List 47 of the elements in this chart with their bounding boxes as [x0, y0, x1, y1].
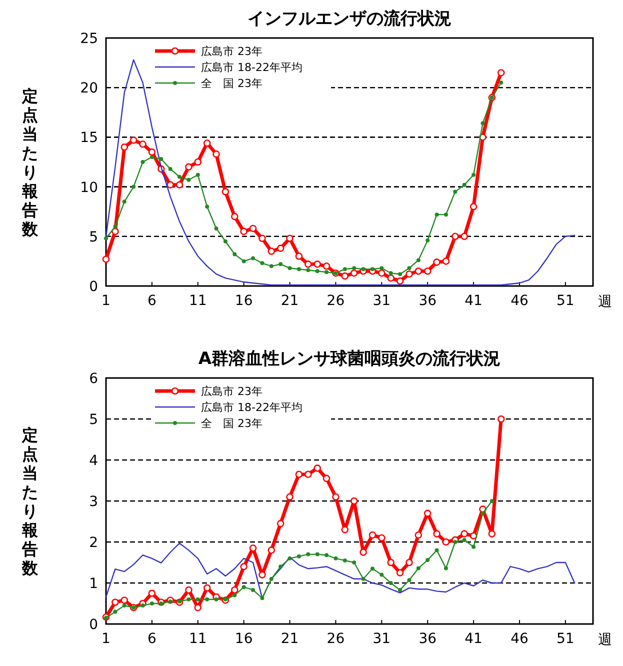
- x-tick-label: 11: [188, 293, 207, 309]
- legend-label: 広島市 18-22年平均: [201, 61, 302, 74]
- x-tick-label: 6: [147, 631, 156, 647]
- y-tick-label: 3: [89, 494, 98, 510]
- x-tick-label: 41: [464, 631, 482, 647]
- x-tick-label: 36: [418, 293, 437, 309]
- y-tick-label: 0: [89, 279, 98, 295]
- x-tick-label: 46: [510, 631, 528, 647]
- x-tick-label: 31: [372, 631, 391, 647]
- y-tick-label: 0: [89, 617, 98, 633]
- x-tick-label: 31: [372, 293, 391, 309]
- y-tick-label: 5: [89, 229, 98, 246]
- legend-label: 広島市 23年: [201, 45, 262, 58]
- x-axis-title: 週: [598, 294, 612, 310]
- x-tick-label: 1: [102, 631, 110, 647]
- y-tick-label: 6: [89, 371, 98, 387]
- legend-label: 広島市 23年: [201, 385, 262, 398]
- x-tick-label: 51: [556, 631, 574, 647]
- x-axis-title: 週: [598, 632, 612, 648]
- x-tick-label: 46: [510, 293, 528, 309]
- x-tick-label: 26: [326, 293, 345, 309]
- x-tick-label: 21: [280, 293, 299, 309]
- y-tick-label: 25: [80, 31, 98, 47]
- y-axis-title: 定点当たり報告数: [21, 426, 39, 578]
- x-tick-label: 36: [418, 631, 437, 647]
- legend-label: 全 国 23年: [201, 417, 262, 430]
- y-tick-label: 10: [80, 180, 98, 196]
- chart-title: インフルエンザの流行状況: [248, 9, 452, 29]
- x-tick-label: 6: [147, 293, 156, 309]
- x-tick-label: 16: [234, 631, 253, 647]
- y-tick-label: 15: [80, 130, 98, 146]
- x-tick-label: 16: [234, 293, 253, 309]
- legend-label: 全 国 23年: [201, 77, 262, 90]
- x-tick-label: 1: [102, 293, 110, 309]
- x-tick-label: 51: [556, 293, 574, 309]
- x-tick-label: 26: [326, 631, 345, 647]
- x-tick-label: 21: [280, 631, 299, 647]
- x-tick-label: 41: [464, 293, 482, 309]
- y-axis-title: 定点当たり報告数: [21, 86, 39, 238]
- legend-label: 広島市 18-22年平均: [201, 401, 302, 414]
- y-tick-label: 20: [80, 80, 98, 97]
- y-tick-label: 2: [89, 535, 98, 551]
- y-tick-label: 5: [89, 412, 98, 428]
- y-tick-label: 1: [89, 576, 98, 592]
- y-tick-label: 4: [89, 453, 98, 469]
- x-tick-label: 11: [188, 631, 207, 647]
- chart-title: A群溶血性レンサ球菌咽頭炎の流行状況: [198, 349, 501, 369]
